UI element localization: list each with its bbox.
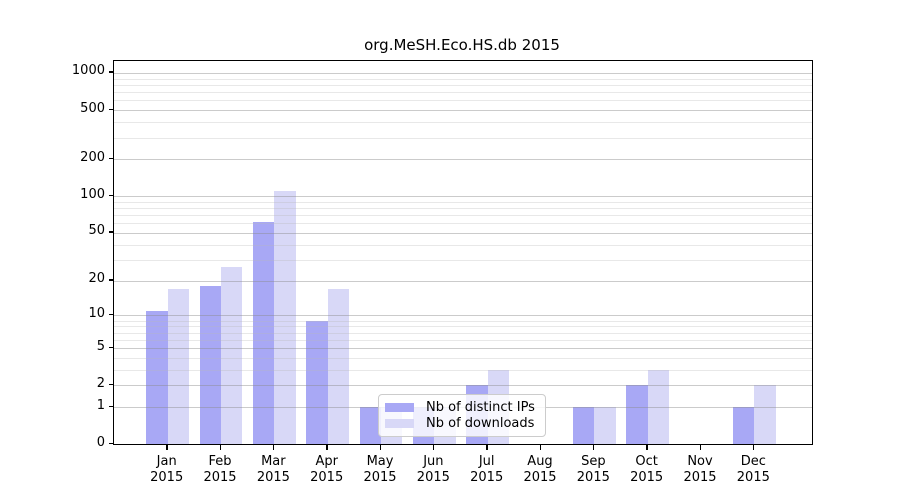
y-tick-mark-5 [109, 346, 114, 348]
x-tick-label-oct: Oct 2015 [630, 454, 664, 486]
y-tick-label-500: 500 [80, 100, 105, 116]
bar-mar-downloads [274, 191, 296, 445]
bar-sep-downloads [594, 407, 616, 445]
x-tick-label-nov: Nov 2015 [683, 454, 717, 486]
x-tick-mark-may [379, 444, 381, 450]
x-tick-mark-dec [752, 444, 755, 450]
x-tick-label-aug: Aug 2015 [523, 454, 557, 486]
legend: Nb of distinct IPs Nb of downloads [378, 394, 546, 437]
legend-label-downloads: Nb of downloads [426, 416, 535, 431]
bar-feb-downloads [221, 267, 243, 445]
bar-mar-distinct-ips [253, 221, 275, 445]
x-tick-mark-nov [699, 444, 701, 450]
bar-apr-distinct-ips [306, 320, 328, 445]
y-tick-label-100: 100 [80, 186, 105, 202]
bar-apr-downloads [327, 288, 349, 445]
y-tick-mark-0 [109, 442, 114, 445]
y-tick-mark-1 [109, 405, 114, 407]
bar-oct-downloads [647, 369, 669, 445]
legend-label-distinct-ips: Nb of distinct IPs [426, 400, 535, 415]
y-tick-label-0: 0 [96, 434, 105, 450]
y-tick-label-1: 1 [96, 397, 105, 413]
y-tick-label-50: 50 [88, 223, 105, 239]
bars-layer [114, 61, 812, 445]
x-tick-label-mar: Mar 2015 [256, 454, 290, 486]
x-tick-label-sep: Sep 2015 [576, 454, 610, 486]
bar-jan-distinct-ips [146, 310, 168, 445]
bar-dec-downloads [754, 385, 776, 445]
x-tick-label-jun: Jun 2015 [416, 454, 450, 486]
legend-item-downloads: Nb of downloads [385, 416, 537, 431]
x-tick-label-dec: Dec 2015 [736, 454, 770, 486]
y-tick-mark-10 [109, 313, 114, 316]
y-tick-label-10: 10 [88, 305, 105, 321]
legend-swatch-distinct-ips-icon [385, 403, 414, 412]
y-tick-mark-100 [109, 194, 114, 197]
x-tick-mark-jul [486, 444, 488, 450]
y-tick-label-20: 20 [88, 271, 105, 287]
legend-swatch-downloads-icon [385, 419, 414, 428]
chart-title: org.MeSH.Eco.HS.db 2015 [364, 36, 560, 54]
y-tick-mark-2 [109, 383, 114, 386]
y-tick-mark-50 [109, 231, 114, 233]
y-tick-mark-20 [109, 279, 114, 281]
bar-oct-distinct-ips [626, 385, 648, 445]
y-tick-mark-500 [109, 108, 114, 111]
x-tick-mark-sep [592, 444, 595, 450]
y-tick-label-2: 2 [96, 375, 105, 391]
x-tick-label-apr: Apr 2015 [310, 454, 344, 486]
x-tick-mark-apr [326, 444, 328, 450]
x-tick-label-may: May 2015 [363, 454, 397, 486]
y-tick-label-200: 200 [80, 149, 105, 165]
y-tick-mark-1000 [109, 71, 114, 73]
legend-item-distinct-ips: Nb of distinct IPs [385, 400, 537, 415]
x-tick-label-feb: Feb 2015 [203, 454, 237, 486]
bar-jan-downloads [167, 288, 189, 445]
x-tick-mark-aug [539, 444, 541, 450]
x-tick-label-jan: Jan 2015 [150, 454, 184, 486]
y-tick-label-5: 5 [96, 338, 105, 354]
plot-area [113, 60, 813, 445]
bar-dec-distinct-ips [733, 407, 755, 445]
y-tick-label-1000: 1000 [71, 63, 105, 79]
x-tick-mark-jan [166, 444, 168, 450]
bar-feb-distinct-ips [199, 286, 222, 445]
x-tick-mark-mar [272, 444, 275, 450]
y-tick-mark-200 [109, 157, 114, 160]
bar-sep-distinct-ips [573, 407, 595, 445]
x-tick-mark-feb [219, 444, 221, 450]
x-tick-mark-jun [432, 444, 435, 450]
x-tick-label-jul: Jul 2015 [470, 454, 504, 486]
x-tick-mark-oct [646, 444, 648, 450]
bar-may-distinct-ips [359, 407, 382, 445]
